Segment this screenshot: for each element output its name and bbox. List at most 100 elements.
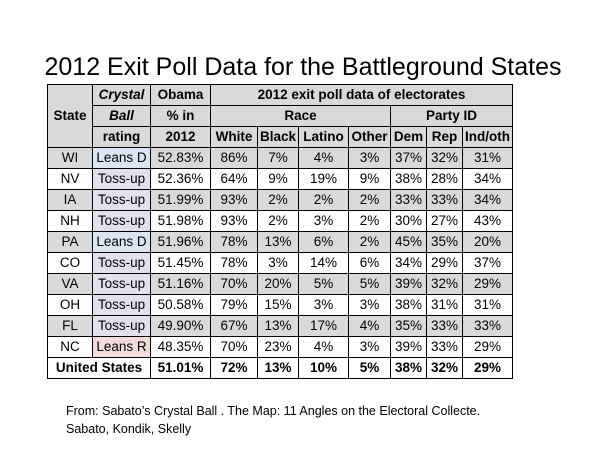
latino-cell: 5% — [298, 273, 349, 295]
ind-oth-cell: 34% — [462, 189, 513, 211]
black-cell: 7% — [257, 147, 299, 169]
header-state: State — [47, 84, 93, 148]
total-white: 72% — [210, 357, 258, 379]
other-cell: 2% — [348, 231, 391, 253]
black-cell: 13% — [257, 315, 299, 337]
dem-cell: 30% — [390, 210, 427, 232]
dem-cell: 38% — [390, 168, 427, 190]
white-cell: 78% — [210, 252, 258, 274]
rating-cell: Toss-up — [92, 168, 151, 190]
total-other: 5% — [348, 357, 391, 379]
header-black: Black — [257, 126, 299, 148]
header-obama-3: 2012 — [150, 126, 211, 148]
dem-cell: 39% — [390, 273, 427, 295]
table-row: NC Leans R 48.35% 70% 23% 4% 3% 39% 33% 29% — [47, 336, 513, 358]
state-cell: FL — [47, 315, 93, 337]
table-row: VA Toss-up 51.16% 70% 20% 5% 5% 39% 32% 29% — [47, 273, 513, 295]
ind-oth-cell: 20% — [462, 231, 513, 253]
other-cell: 3% — [348, 294, 391, 316]
header-ind-oth: Ind/oth — [462, 126, 513, 148]
dem-cell: 34% — [390, 252, 427, 274]
dem-cell: 45% — [390, 231, 427, 253]
latino-cell: 19% — [298, 168, 349, 190]
state-cell: PA — [47, 231, 93, 253]
rating-cell: Toss-up — [92, 252, 151, 274]
exit-poll-table: State Crystal Obama 2012 exit poll data … — [47, 84, 513, 379]
obama-cell: 51.99% — [150, 189, 211, 211]
latino-cell: 2% — [298, 189, 349, 211]
header-race: Race — [210, 105, 391, 127]
black-cell: 2% — [257, 210, 299, 232]
ind-oth-cell: 31% — [462, 147, 513, 169]
table-row: FL Toss-up 49.90% 67% 13% 17% 4% 35% 33% 33% — [47, 315, 513, 337]
total-black: 13% — [257, 357, 299, 379]
header-other: Other — [348, 126, 391, 148]
other-cell: 4% — [348, 315, 391, 337]
latino-cell: 3% — [298, 294, 349, 316]
white-cell: 93% — [210, 210, 258, 232]
rep-cell: 32% — [426, 273, 463, 295]
other-cell: 3% — [348, 336, 391, 358]
dem-cell: 37% — [390, 147, 427, 169]
other-cell: 9% — [348, 168, 391, 190]
ind-oth-cell: 29% — [462, 273, 513, 295]
source-line-1: From: Sabato’s Crystal Ball . The Map: 1… — [66, 404, 481, 418]
rep-cell: 28% — [426, 168, 463, 190]
header-crystal-ball-2: Ball — [92, 105, 151, 127]
total-row: United States 51.01% 72% 13% 10% 5% 38% … — [47, 357, 513, 379]
white-cell: 67% — [210, 315, 258, 337]
header-dem: Dem — [390, 126, 427, 148]
other-cell: 2% — [348, 189, 391, 211]
rating-cell: Leans D — [92, 231, 151, 253]
rep-cell: 33% — [426, 189, 463, 211]
ind-oth-cell: 43% — [462, 210, 513, 232]
obama-cell: 51.96% — [150, 231, 211, 253]
table-row: NH Toss-up 51.98% 93% 2% 3% 2% 30% 27% 43% — [47, 210, 513, 232]
table-row: PA Leans D 51.96% 78% 13% 6% 2% 45% 35% 20% — [47, 231, 513, 253]
rating-cell: Toss-up — [92, 210, 151, 232]
obama-cell: 52.83% — [150, 147, 211, 169]
black-cell: 20% — [257, 273, 299, 295]
dem-cell: 39% — [390, 336, 427, 358]
header-crystal-ball-1: Crystal — [92, 84, 151, 106]
rep-cell: 33% — [426, 336, 463, 358]
obama-cell: 48.35% — [150, 336, 211, 358]
black-cell: 3% — [257, 252, 299, 274]
other-cell: 3% — [348, 147, 391, 169]
latino-cell: 17% — [298, 315, 349, 337]
header-obama-1: Obama — [150, 84, 211, 106]
ind-oth-cell: 37% — [462, 252, 513, 274]
rep-cell: 27% — [426, 210, 463, 232]
total-latino: 10% — [298, 357, 349, 379]
obama-cell: 51.45% — [150, 252, 211, 274]
state-cell: NC — [47, 336, 93, 358]
obama-cell: 52.36% — [150, 168, 211, 190]
header-party-id: Party ID — [390, 105, 513, 127]
rating-cell: Toss-up — [92, 273, 151, 295]
obama-cell: 51.16% — [150, 273, 211, 295]
white-cell: 70% — [210, 336, 258, 358]
source-note: From: Sabato’s Crystal Ball . The Map: 1… — [66, 402, 586, 438]
other-cell: 2% — [348, 210, 391, 232]
state-cell: CO — [47, 252, 93, 274]
rep-cell: 29% — [426, 252, 463, 274]
table-row: IA Toss-up 51.99% 93% 2% 2% 2% 33% 33% 34% — [47, 189, 513, 211]
rating-cell: Toss-up — [92, 315, 151, 337]
black-cell: 9% — [257, 168, 299, 190]
total-rep: 32% — [426, 357, 463, 379]
white-cell: 70% — [210, 273, 258, 295]
rating-cell: Toss-up — [92, 294, 151, 316]
state-cell: WI — [47, 147, 93, 169]
header-crystal-ball-3: rating — [92, 126, 151, 148]
header-rep: Rep — [426, 126, 463, 148]
source-line-2: Sabato, Kondik, Skelly — [66, 422, 192, 436]
latino-cell: 3% — [298, 210, 349, 232]
ind-oth-cell: 29% — [462, 336, 513, 358]
rep-cell: 32% — [426, 147, 463, 169]
header-white: White — [210, 126, 258, 148]
slide-title: 2012 Exit Poll Data for the Battleground… — [44, 53, 562, 81]
other-cell: 6% — [348, 252, 391, 274]
table-row: NV Toss-up 52.36% 64% 9% 19% 9% 38% 28% 34% — [47, 168, 513, 190]
rep-cell: 31% — [426, 294, 463, 316]
